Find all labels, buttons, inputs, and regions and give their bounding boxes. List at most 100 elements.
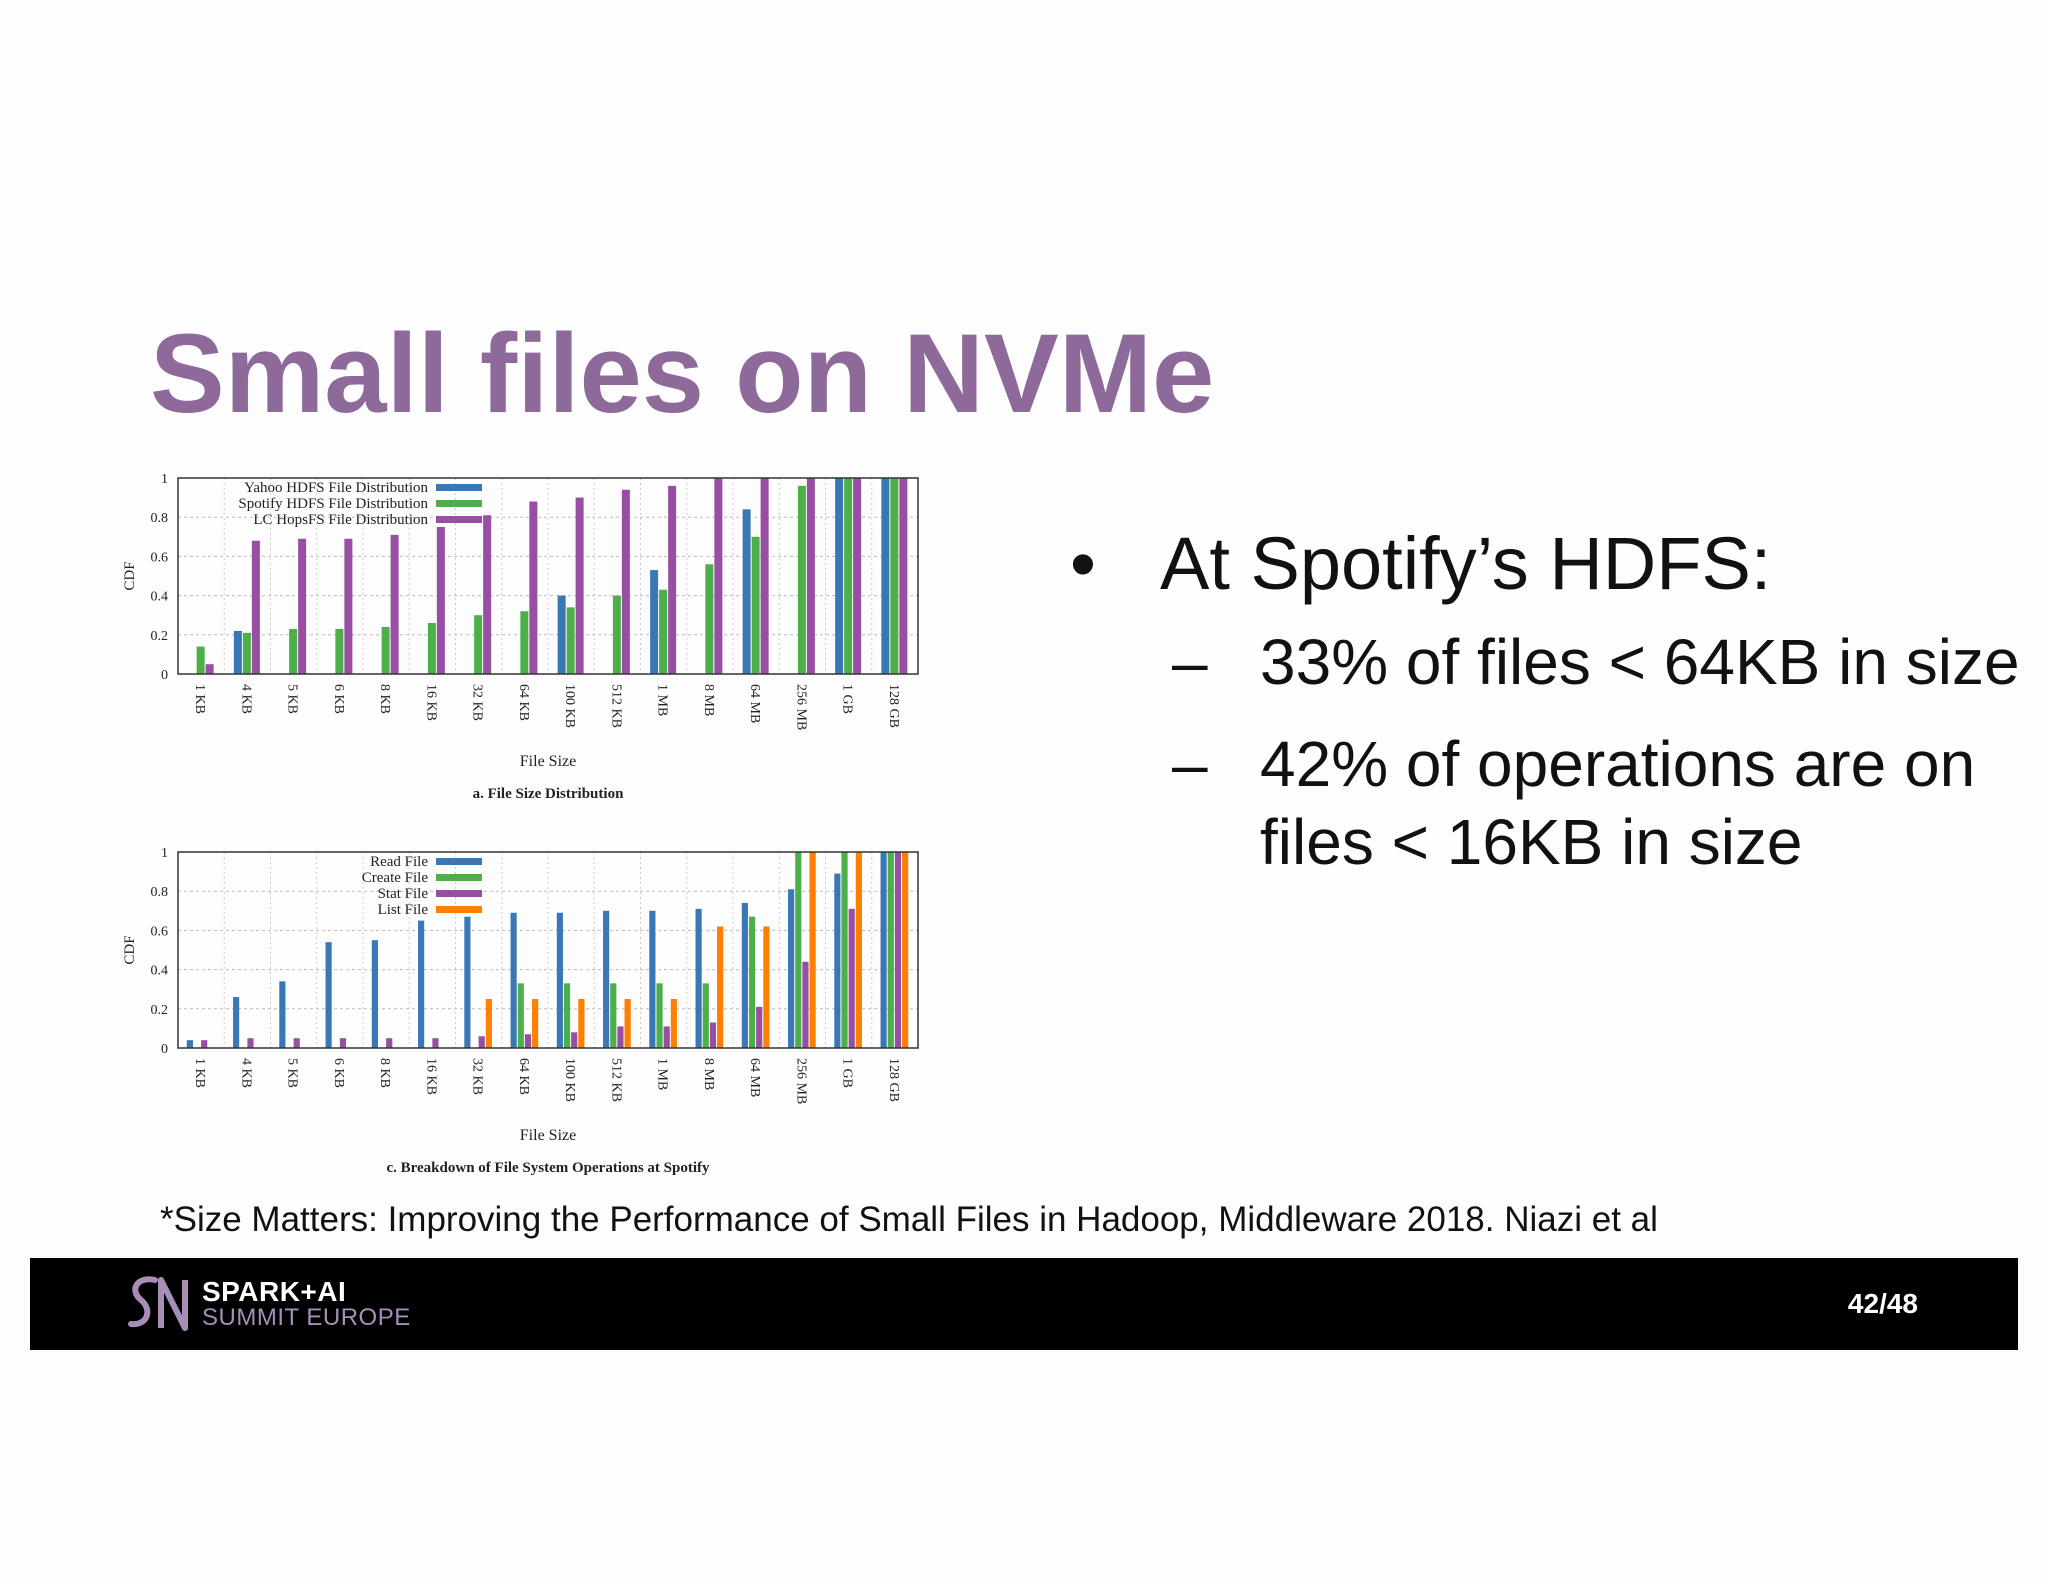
bar	[251, 540, 260, 674]
bullet-list: • At Spotify’s HDFS: – 33% of files < 64…	[1060, 520, 2020, 881]
legend-label: Spotify HDFS File Distribution	[238, 496, 428, 512]
x-tick-label: 1 MB	[655, 1058, 670, 1090]
bar	[649, 910, 656, 1048]
bar	[196, 646, 205, 674]
x-tick-label: 100 KB	[562, 684, 577, 728]
bar	[233, 630, 242, 674]
bar	[663, 1026, 670, 1048]
legend-swatch	[436, 890, 482, 897]
legend-swatch	[436, 516, 482, 523]
logo-subtitle: SUMMIT EUROPE	[202, 1304, 411, 1331]
legend-swatch	[436, 874, 482, 881]
bar	[247, 1038, 254, 1048]
bar	[717, 926, 724, 1048]
bar	[483, 515, 492, 674]
bar	[742, 509, 751, 674]
bar	[279, 981, 286, 1048]
bullet-sub-2: – 42% of operations are on files < 16KB …	[1060, 725, 2020, 881]
legend-label: Create File	[362, 870, 429, 886]
bar	[524, 1034, 532, 1048]
y-axis-label: CDF	[122, 935, 138, 964]
legend-swatch	[436, 484, 482, 491]
bullet-main-text: At Spotify’s HDFS:	[1160, 522, 1772, 605]
bullet-main: • At Spotify’s HDFS:	[1060, 520, 2020, 609]
bullet-marker: •	[1070, 522, 1096, 605]
bar	[756, 1006, 763, 1048]
bar	[529, 501, 538, 674]
x-tick-label: 1 GB	[840, 1058, 855, 1088]
bar	[603, 910, 610, 1048]
bar	[578, 999, 585, 1048]
y-tick-label: 0	[161, 1042, 168, 1057]
bar	[205, 664, 214, 674]
slide-title: Small files on NVMe	[150, 311, 1215, 436]
x-tick-label: 5 KB	[285, 1058, 300, 1088]
y-axis-label: CDF	[122, 561, 138, 590]
plot-frame	[177, 477, 919, 675]
x-tick-label: 8 KB	[377, 684, 392, 714]
x-tick-label: 4 KB	[238, 1058, 253, 1088]
x-tick-label: 6 KB	[331, 1058, 346, 1088]
bar	[432, 1038, 439, 1048]
bar	[621, 489, 630, 674]
x-tick-label: 6 KB	[331, 684, 346, 714]
bar	[650, 570, 659, 674]
y-tick-label: 0.8	[151, 885, 169, 900]
x-tick-label: 1 KB	[192, 1058, 207, 1088]
x-tick-label: 64 KB	[516, 1058, 531, 1095]
footnote: *Size Matters: Improving the Performance…	[160, 1200, 1658, 1239]
bullet-sub-1: – 33% of files < 64KB in size	[1060, 623, 2020, 701]
spark-ai-logo-icon	[128, 1276, 188, 1331]
bar	[880, 852, 887, 1048]
footer-bar: SPARK+AI SUMMIT EUROPE 42/48	[30, 1258, 2018, 1350]
bar	[563, 983, 571, 1048]
bullet-sub-2-text: 42% of operations are on files < 16KB in…	[1260, 727, 1976, 878]
bar	[763, 926, 770, 1048]
bar	[887, 852, 894, 1048]
bar	[890, 478, 899, 674]
bar	[797, 485, 806, 674]
bar	[844, 478, 853, 674]
x-tick-label: 512 KB	[608, 1058, 623, 1102]
x-tick-label: 8 KB	[377, 1058, 392, 1088]
bar	[670, 999, 677, 1048]
bar	[659, 589, 668, 674]
bar	[557, 595, 566, 674]
y-tick-label: 0.8	[151, 511, 169, 526]
legend-label: Yahoo HDFS File Distribution	[244, 480, 428, 496]
legend-label: Read File	[370, 854, 428, 870]
x-tick-label: 16 KB	[423, 684, 438, 721]
x-axis-label: File Size	[520, 1127, 576, 1144]
legend-swatch	[436, 858, 482, 865]
legend-label: LC HopsFS File Distribution	[253, 512, 428, 528]
chart-file-size-distribution-svg: 0 0.2 0.4 0.6 0.8 1 1 KB 4 KB 5 KB 6 KB 8 KB 16 KB 3…	[122, 472, 919, 802]
x-tick-label: 256 MB	[793, 1058, 808, 1104]
x-axis-label: File Size	[520, 753, 576, 770]
bar	[298, 538, 307, 674]
sub-marker-1: –	[1172, 625, 1208, 698]
bar	[612, 595, 621, 674]
logo-title: SPARK+AI	[202, 1276, 347, 1307]
bar	[617, 1026, 624, 1048]
chart-caption: c. Breakdown of File System Operations a…	[386, 1160, 710, 1176]
x-tick-label: 64 MB	[747, 684, 762, 723]
chart-file-operations-breakdown-svg: 0 0.2 0.4 0.6 0.8 1 1 KB 4 KB 5 KB 6 KB 8 KB 16 KB 3…	[122, 846, 919, 1176]
bar	[201, 1040, 208, 1048]
bar	[386, 1038, 393, 1048]
x-tick-label: 512 KB	[608, 684, 623, 728]
bar	[760, 478, 769, 674]
y-tick-label: 1	[161, 846, 168, 861]
legend-swatch	[436, 906, 482, 913]
sub-marker-2: –	[1172, 727, 1208, 800]
bar	[571, 1032, 578, 1048]
x-tick-label: 128 GB	[886, 684, 901, 728]
legend-swatch	[436, 500, 482, 507]
bar	[848, 908, 855, 1048]
bar	[242, 632, 251, 674]
bar	[705, 564, 714, 674]
bar	[702, 983, 709, 1048]
bar	[788, 889, 795, 1048]
y-tick-label: 0.2	[151, 629, 169, 644]
x-tick-label: 5 KB	[285, 684, 300, 714]
bar	[748, 916, 756, 1048]
